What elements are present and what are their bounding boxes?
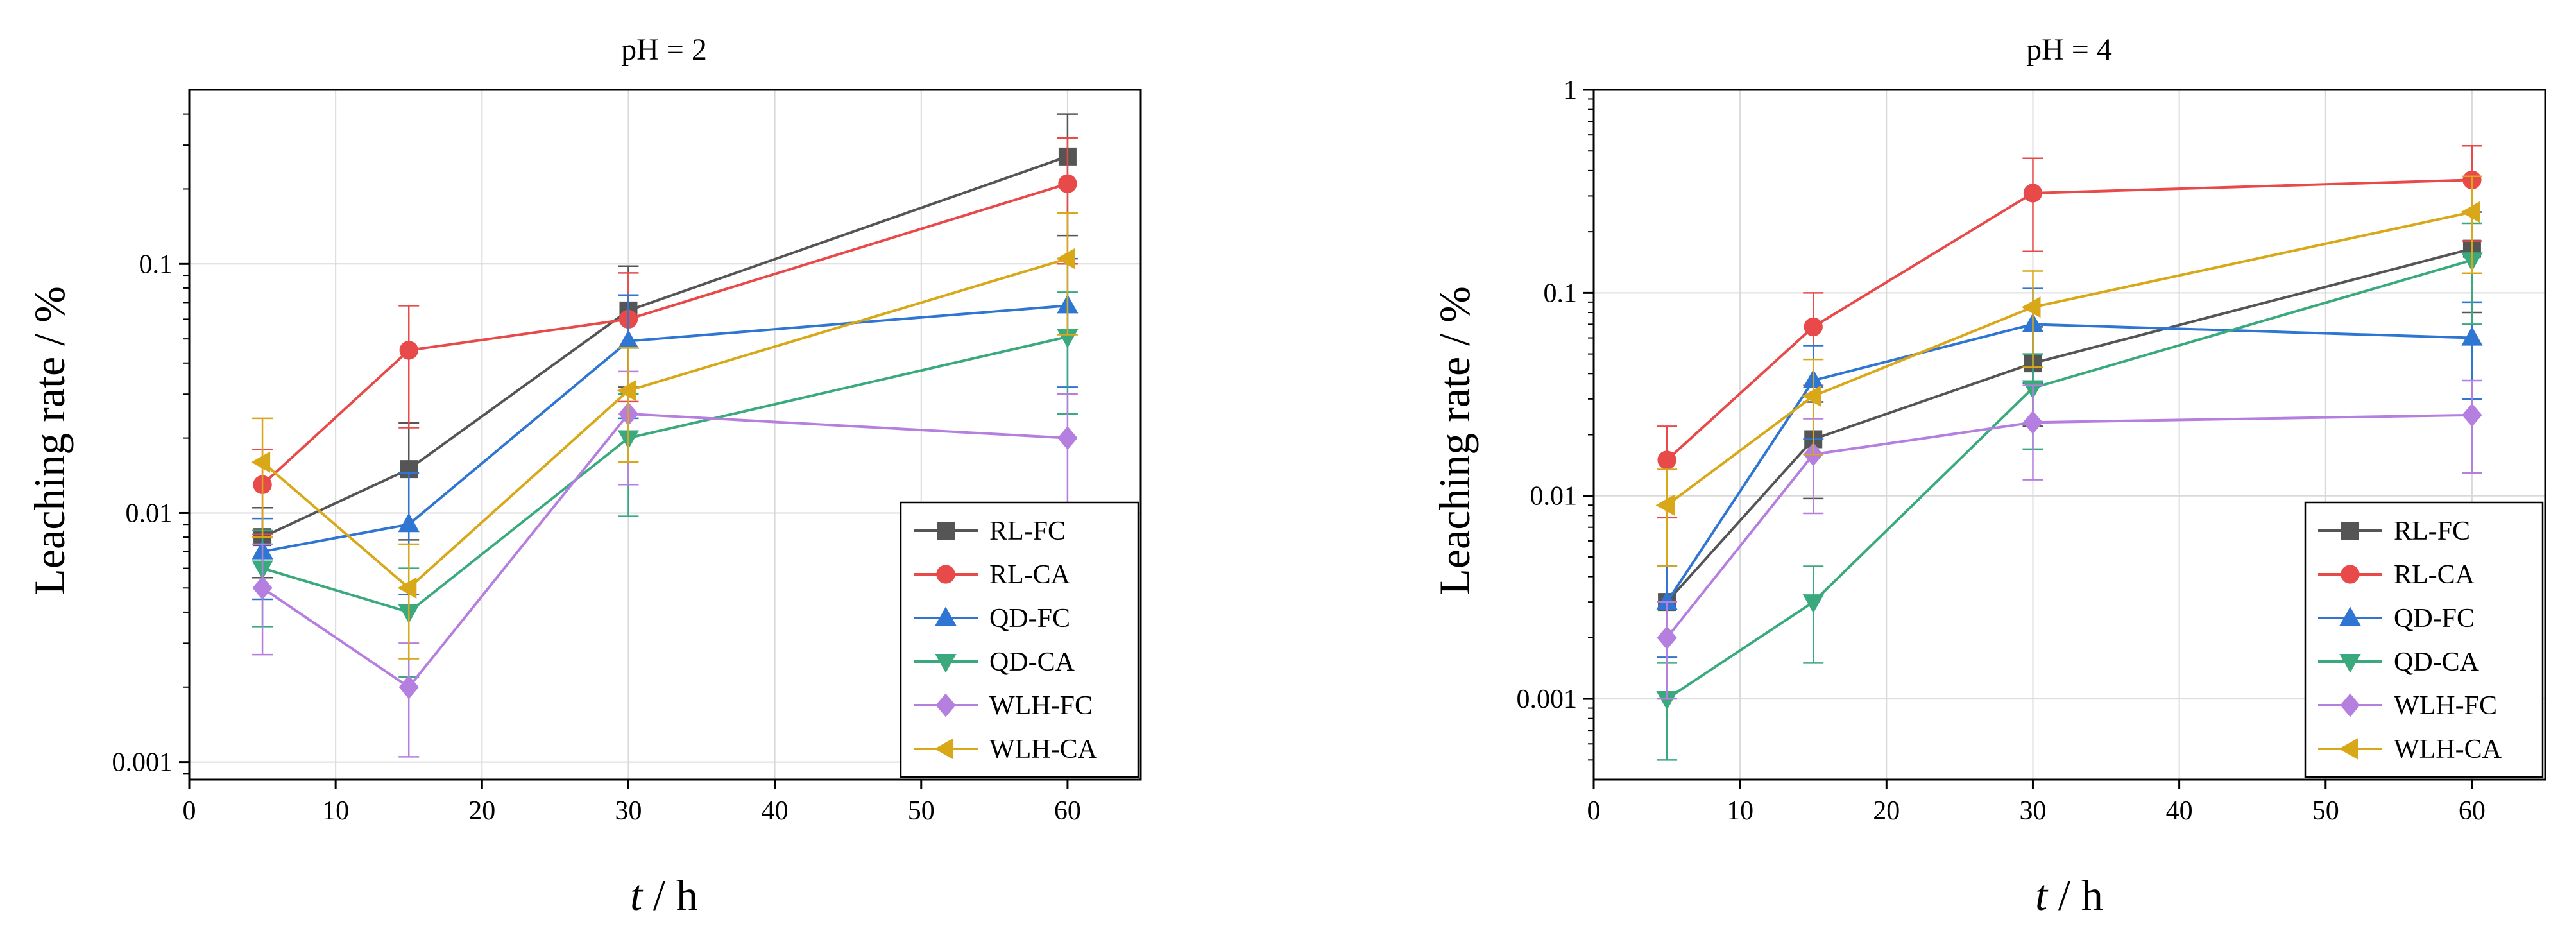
data-point xyxy=(1657,450,1676,470)
data-point xyxy=(1056,248,1075,270)
legend-marker xyxy=(935,606,957,626)
series-line xyxy=(1666,210,2473,506)
x-axis: 0 10 20 30 40 50 60 xyxy=(1587,780,2486,826)
y-axis-label: Leaching rate / % xyxy=(1430,286,1479,595)
data-point xyxy=(398,675,419,699)
x-tick-label: 10 xyxy=(1727,796,1753,826)
series-line xyxy=(1666,259,2473,700)
legend-marker xyxy=(2339,653,2361,673)
series-line xyxy=(261,182,1068,486)
x-tick-label: 40 xyxy=(762,796,789,826)
x-tick-label: 60 xyxy=(1054,796,1081,826)
x-tick-label: 30 xyxy=(2019,796,2046,826)
chart-panel-ph2: pH = 2 Leaching rate / % t / h 0 10 20 30 40… xyxy=(25,33,1142,920)
data-point xyxy=(1058,174,1077,193)
legend-marker xyxy=(2341,565,2360,584)
series-line xyxy=(1666,413,2472,639)
x-axis-label: t / h xyxy=(2035,871,2103,920)
legend-marker xyxy=(2340,693,2360,717)
series-line xyxy=(1666,178,2472,461)
data-point xyxy=(2462,403,2482,427)
legend-marker xyxy=(936,565,955,584)
series-wlh-ca xyxy=(1655,175,2482,567)
data-point xyxy=(252,576,273,600)
legend-label: WLH-CA xyxy=(2394,735,2502,764)
series-line xyxy=(262,155,1068,538)
data-point xyxy=(1804,317,1823,337)
legend-label: RL-FC xyxy=(2394,517,2470,546)
legend-marker xyxy=(934,738,954,760)
series-rl-ca xyxy=(1657,144,2482,519)
y-axis: 0.001 0.01 0.1 1 xyxy=(1517,76,1594,761)
y-tick-label: 0.01 xyxy=(1530,482,1578,511)
data-point xyxy=(1802,594,1824,613)
legend-marker xyxy=(2339,738,2358,760)
legend-label: RL-CA xyxy=(989,560,1071,590)
legend-label: QD-CA xyxy=(2394,647,2480,677)
legend-label: RL-FC xyxy=(989,517,1066,546)
series-wlh-fc xyxy=(1657,379,2482,700)
legend-label: WLH-CA xyxy=(989,735,1098,764)
data-point xyxy=(2021,296,2041,318)
x-tick-label: 10 xyxy=(322,796,349,826)
data-point xyxy=(1057,426,1078,450)
y-tick-label: 0.001 xyxy=(1517,685,1578,714)
y-tick-label: 1 xyxy=(1564,76,1577,105)
data-point xyxy=(2023,184,2043,203)
legend-box xyxy=(900,501,1139,778)
x-axis: 0 10 20 30 40 50 60 xyxy=(183,780,1081,826)
legend-label: WLH-FC xyxy=(2394,691,2497,721)
chart-title: pH = 2 xyxy=(621,33,707,67)
x-tick-label: 50 xyxy=(908,796,935,826)
data-point xyxy=(1802,385,1821,407)
legend-marker xyxy=(2339,606,2361,626)
y-axis-label: Leaching rate / % xyxy=(25,286,74,595)
legend-label: RL-CA xyxy=(2394,560,2475,590)
series-wlh-ca xyxy=(251,212,1078,660)
data-point xyxy=(1655,494,1675,516)
data-point xyxy=(397,577,417,599)
x-tick-label: 20 xyxy=(1873,796,1900,826)
x-tick-label: 50 xyxy=(2312,796,2339,826)
x-axis-label: t / h xyxy=(630,871,698,920)
series-line xyxy=(1666,247,2473,603)
legend-label: QD-CA xyxy=(989,647,1075,677)
data-point xyxy=(1657,626,1677,650)
x-tick-label: 40 xyxy=(2166,796,2193,826)
legend-label: WLH-FC xyxy=(989,691,1093,721)
series-line xyxy=(261,412,1068,689)
data-point xyxy=(2022,410,2043,434)
legend-marker xyxy=(935,653,957,673)
legend: RL-FC RL-CA QD-FC QD-CA WLH-FC WLH-CA xyxy=(900,501,1139,778)
x-tick-label: 30 xyxy=(615,796,642,826)
chart-panel-ph4: pH = 4 Leaching rate / % t / h 0 10 20 30 40… xyxy=(1430,33,2546,920)
data-point xyxy=(398,513,420,533)
x-tick-label: 20 xyxy=(468,796,495,826)
data-point xyxy=(617,380,636,402)
legend: RL-FC RL-CA QD-FC QD-CA WLH-FC WLH-CA xyxy=(2304,501,2544,778)
plot-frame xyxy=(188,89,1142,781)
legend-label: QD-FC xyxy=(989,604,1070,633)
x-tick-label: 0 xyxy=(1587,796,1601,826)
x-tick-label: 60 xyxy=(2459,796,2486,826)
y-tick-label: 0.1 xyxy=(1544,278,1578,308)
y-tick-label: 0.001 xyxy=(112,748,173,778)
data-point xyxy=(2461,326,2483,346)
legend-box xyxy=(2304,501,2544,778)
legend-marker xyxy=(935,693,956,717)
data-point xyxy=(251,451,271,473)
legend-marker xyxy=(2341,522,2359,540)
series-line xyxy=(262,335,1068,614)
legend-marker xyxy=(937,522,955,540)
chart-title: pH = 4 xyxy=(2026,33,2112,67)
series-line xyxy=(261,257,1068,590)
data-point xyxy=(399,341,418,360)
data-point xyxy=(2461,201,2480,223)
y-tick-label: 0.1 xyxy=(139,250,173,279)
x-tick-label: 0 xyxy=(183,796,196,826)
y-tick-label: 0.01 xyxy=(126,499,173,528)
legend-label: QD-FC xyxy=(2394,604,2475,633)
y-axis: 0.001 0.01 0.1 xyxy=(112,113,189,778)
